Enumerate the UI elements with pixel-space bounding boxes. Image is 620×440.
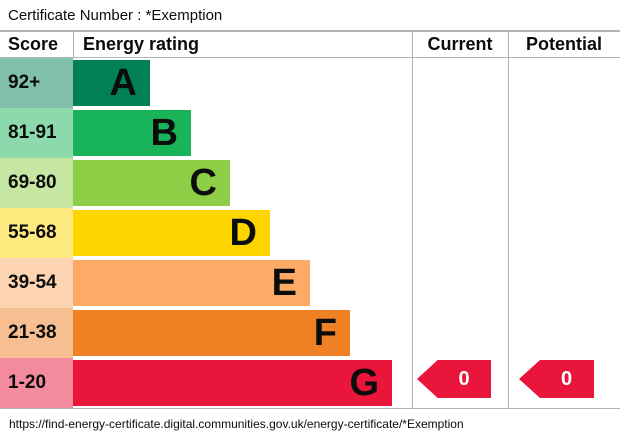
band-letter: G (349, 362, 379, 404)
band-bar: E (73, 260, 310, 306)
header-underline (0, 57, 620, 58)
band-bar: A (73, 60, 150, 106)
table-bottom-border (0, 408, 620, 409)
certificate-url: https://find-energy-certificate.digital.… (9, 417, 464, 431)
band-letter: A (109, 62, 137, 104)
current-rating-arrow: 0 (417, 360, 491, 398)
band-letter: F (313, 312, 337, 354)
current-column-divider (412, 30, 413, 409)
band-bar: F (73, 310, 350, 356)
table-top-border (0, 30, 620, 32)
column-header-score: Score (8, 34, 59, 54)
column-header-energy-rating: Energy rating (83, 34, 200, 54)
potential-rating-arrow: 0 (519, 360, 594, 398)
band-row: 92+ A (0, 58, 412, 108)
band-score-range: 1-20 (0, 358, 73, 408)
band-letter: B (150, 112, 178, 154)
band-score-range: 21-38 (0, 308, 73, 358)
potential-column-divider (508, 30, 509, 409)
band-row: 55-68 D (0, 208, 412, 258)
band-letter: E (271, 262, 297, 304)
band-score-range: 69-80 (0, 158, 73, 208)
band-score-range: 92+ (0, 58, 73, 108)
band-row: 69-80 C (0, 158, 412, 208)
band-letter: C (189, 162, 217, 204)
band-row: 1-20 G (0, 358, 412, 408)
score-column-divider (73, 30, 74, 58)
current-rating-value: 0 (458, 367, 470, 390)
certificate-number-title: Certificate Number : *Exemption (8, 7, 223, 24)
band-letter: D (229, 212, 257, 254)
band-row: 81-91 B (0, 108, 412, 158)
band-row: 39-54 E (0, 258, 412, 308)
band-bar: C (73, 160, 230, 206)
band-bar: B (73, 110, 191, 156)
band-score-range: 55-68 (0, 208, 73, 258)
band-row: 21-38 F (0, 308, 412, 358)
potential-rating-value: 0 (560, 367, 573, 390)
column-header-potential: Potential (525, 34, 602, 54)
band-score-range: 39-54 (0, 258, 73, 308)
column-header-current: Current (427, 34, 493, 54)
table-header-row: Score Energy rating Current Potential (0, 32, 620, 57)
rating-bands: 92+ A 81-91 B 69-80 C 55-68 D 39-54 (0, 58, 412, 408)
band-bar: D (73, 210, 270, 256)
band-bar: G (73, 360, 392, 406)
band-score-range: 81-91 (0, 108, 73, 158)
